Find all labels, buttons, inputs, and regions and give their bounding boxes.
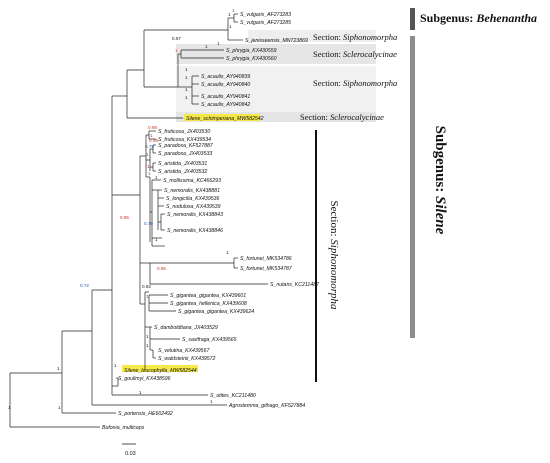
support-value: 1 xyxy=(155,175,158,180)
tip-label: S_fruticosa_JX403530 xyxy=(158,129,210,135)
tip-label: S_fortunei_MK534786 xyxy=(240,256,292,262)
support-value: 1 xyxy=(58,405,61,410)
tip-label: S_portensis_HE602492 xyxy=(118,411,173,417)
tip-label: S_phrygia_KX430559 xyxy=(226,48,277,54)
support-value: 1 xyxy=(228,12,231,17)
tip-label: Silene_schimperiana_MW582542 xyxy=(186,116,264,122)
tip-label: S_aristida_JX403531 xyxy=(158,161,207,167)
subgenus-behenantha-bar xyxy=(410,8,415,30)
support-value: 1 xyxy=(232,8,235,13)
tip-label: S_mollissima_KC466293 xyxy=(163,178,221,184)
label-subgenus-silene: Subgenus: Silene xyxy=(432,126,448,235)
support-value: 1 xyxy=(185,75,188,80)
support-value: 1 xyxy=(147,164,150,169)
scale-bar-label: 0.03 xyxy=(125,451,136,457)
tip-label: S_gigantea_hellenica_KX439608 xyxy=(170,301,247,307)
label-section-sclerocalycinae-1: Section: Sclerocalycinae xyxy=(313,49,397,59)
support-value: 1 xyxy=(210,399,213,404)
tip-label: S_damboldtiana_JX403529 xyxy=(154,325,218,331)
support-value: 1 xyxy=(205,44,208,49)
tip-label: S_vulgaris_AF273285 xyxy=(240,20,291,26)
label-section-siphonomorpha-vertical: Section: Siphonomorpha xyxy=(328,200,340,310)
label-section-sclerocalycinae-2: Section: Sclerocalycinae xyxy=(300,112,384,122)
support-value: 1 xyxy=(8,405,11,410)
support-value: 0.79 xyxy=(144,221,153,226)
tip-label: S_longicilia_KX439536 xyxy=(166,196,219,202)
tip-label: Agrostemma_githago_KF527884 xyxy=(228,403,305,409)
section-box-siphonomorpha-1 xyxy=(248,30,376,42)
support-value: 1 xyxy=(185,95,188,100)
tip-label: S_nodulosa_KX439539 xyxy=(166,204,221,210)
tip-label: S_vulgaris_AF273283 xyxy=(240,12,291,18)
section-box-sclerocalycinae-1 xyxy=(176,44,376,64)
support-value: 0.95 xyxy=(120,215,129,220)
subgenus-silene-bar xyxy=(410,36,415,338)
section-box-siphonomorpha-2 xyxy=(176,66,376,112)
support-value: 1 xyxy=(155,237,158,242)
support-value: 1 xyxy=(148,171,151,176)
tip-label: S_nutans_KC211487 xyxy=(270,282,320,288)
support-value: 1 xyxy=(217,41,220,46)
support-value: 1 xyxy=(226,250,229,255)
support-value: 0.92 xyxy=(142,284,151,289)
support-value: 0.72 xyxy=(80,283,89,288)
tip-label: S_saxifraga_KX439565 xyxy=(182,337,237,343)
tip-label: S_goulimyi_KX438596 xyxy=(118,376,171,382)
tip-label: S_acaulis_AY940840 xyxy=(201,82,250,88)
tip-label: S_nemoralis_KX438881 xyxy=(164,188,220,194)
tip-label: S_nemoralis_KX438846 xyxy=(167,228,223,234)
tip-label: S_aristida_JX403532 xyxy=(158,169,207,175)
label-section-siphonomorpha-1: Section: Siphonomorpha xyxy=(313,32,397,42)
tip-label: S_fruticosa_KX439534 xyxy=(158,137,211,143)
tip-label: S_paradoxa_KF527887 xyxy=(158,143,214,149)
label-section-siphonomorpha-2: Section: Siphonomorpha xyxy=(313,78,397,88)
support-value: 1 xyxy=(57,366,60,371)
tree-branches xyxy=(9,13,268,428)
tip-label: Silene_leucophylla_MW582544 xyxy=(124,368,197,374)
tip-label: S_acaulis_AY940841 xyxy=(201,94,250,100)
tip-label: S_nemoralis_KX438843 xyxy=(167,212,223,218)
support-value: 1 xyxy=(146,152,149,157)
tip-label: S_jenisseensis_MN723869 xyxy=(245,38,308,44)
support-value: 0.67 xyxy=(172,36,181,41)
support-value: 0.98 xyxy=(148,125,157,130)
support-value: 1 xyxy=(175,48,178,53)
support-value: 1 xyxy=(229,24,232,29)
tip-label: S_velutina_KX439567 xyxy=(158,348,210,354)
support-value: 1 xyxy=(185,87,188,92)
support-value: 1 xyxy=(146,343,149,348)
support-value: 0.99 xyxy=(149,138,158,143)
highlight-leucophylla xyxy=(122,365,198,372)
support-value: 1 xyxy=(114,363,117,368)
support-value: 1 xyxy=(150,133,153,138)
tip-label: Bufonia_multiceps xyxy=(102,425,145,431)
support-value: 0.85 xyxy=(157,266,166,271)
tip-label: S_phrygia_KX430560 xyxy=(226,56,277,62)
support-value: 1 xyxy=(139,390,142,395)
section-box-sclerocalycinae-2 xyxy=(176,112,376,122)
tip-label: S_otites_KC211480 xyxy=(210,393,256,399)
tip-label: S_waldsteinii_KX439572 xyxy=(158,356,216,362)
support-value: 1 xyxy=(185,67,188,72)
tip-label: S_fortunei_MK534787 xyxy=(240,266,293,272)
support-value: 1 xyxy=(146,334,149,339)
highlight-schimperiana xyxy=(184,114,260,121)
support-value: 0.79 xyxy=(145,144,154,149)
tip-label: S_gigantea_gigantea_KX439624 xyxy=(178,309,254,315)
label-subgenus-behenantha: Subgenus: Behenantha xyxy=(420,11,537,25)
support-value: 1 xyxy=(146,294,149,299)
tip-label: S_acaulis_AY940839 xyxy=(201,74,250,80)
tip-label: S_paradoxa_JX403533 xyxy=(158,151,212,157)
tip-label: S_acaulis_AY940842 xyxy=(201,102,250,108)
tip-label: S_gigantea_gigantea_KX439601 xyxy=(170,293,246,299)
